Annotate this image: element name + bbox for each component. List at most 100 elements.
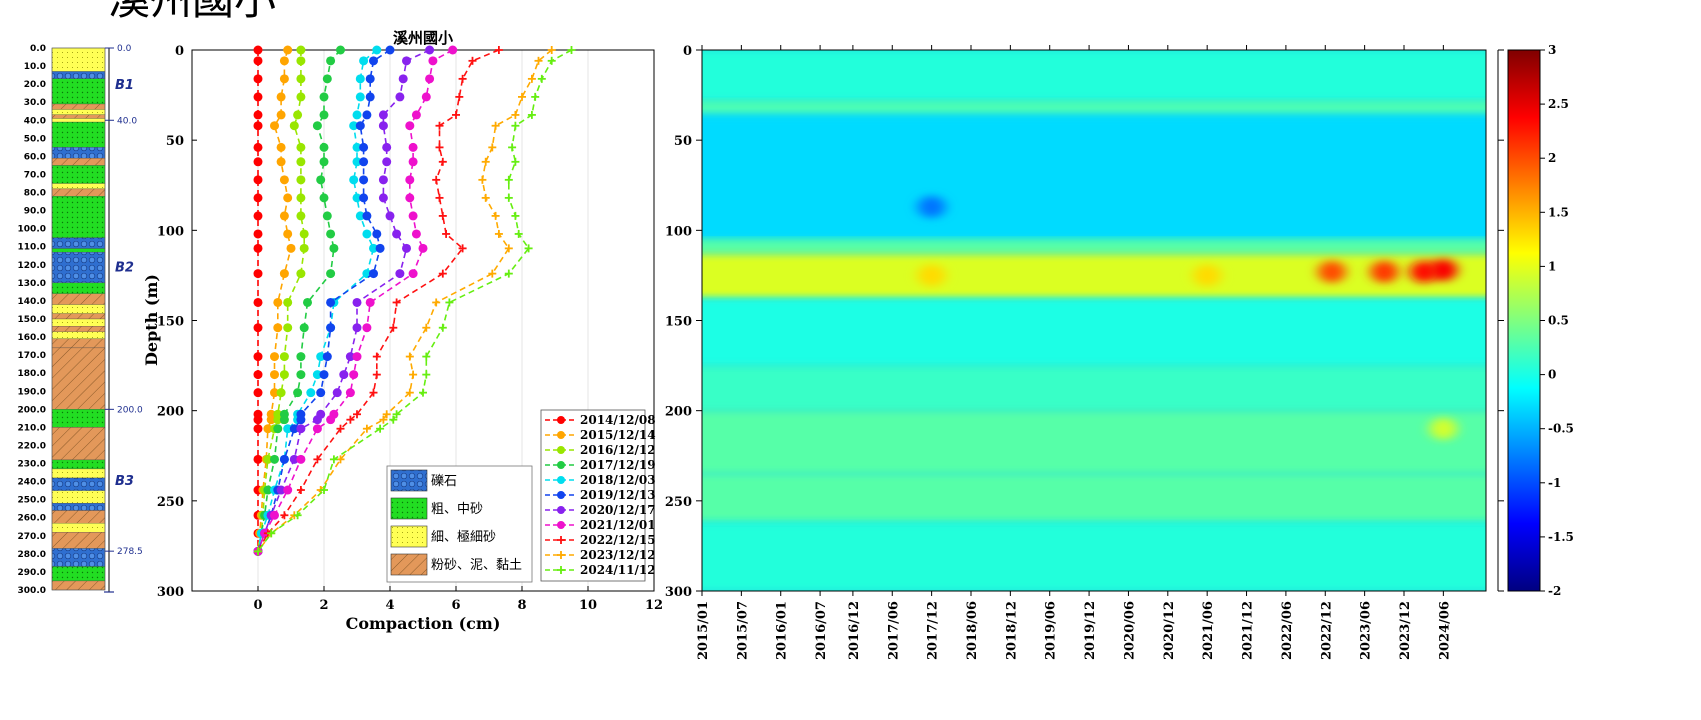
series-point	[352, 297, 362, 307]
series-point	[339, 370, 349, 380]
legend-label: 2018/12/03	[580, 473, 656, 487]
series-point	[296, 454, 306, 464]
strip-depth-tick-label: 90.0	[24, 207, 46, 217]
series-point	[405, 175, 415, 185]
series-point	[494, 46, 503, 54]
heatmap-x-tick-label: 2020/06	[1122, 601, 1137, 660]
series-point	[289, 424, 299, 434]
series-point	[369, 388, 378, 397]
series-point	[346, 415, 355, 424]
series-point	[478, 175, 487, 184]
series-point	[362, 424, 371, 433]
lithology-swatch-gravel	[390, 469, 428, 492]
series-point	[408, 269, 418, 279]
strip-depth-tick-label: 140.0	[18, 297, 46, 307]
series-point	[253, 229, 263, 239]
heatmap-y-tick-label: 0	[683, 44, 692, 59]
lithology-layer-coarse	[51, 282, 106, 294]
legend-marker	[557, 446, 565, 454]
series-point	[392, 229, 402, 239]
legend-item: 2018/12/03	[545, 473, 656, 487]
heatmap-y-tick-label: 250	[665, 495, 692, 510]
series-point	[418, 243, 428, 253]
series-point	[253, 388, 263, 398]
series-point	[279, 56, 289, 66]
series-point	[296, 175, 306, 185]
series-point	[409, 370, 418, 379]
legend-item: 2015/12/14	[545, 428, 656, 442]
lithology-layer-gravel	[51, 237, 106, 249]
legend-item: 2017/12/19	[545, 458, 656, 472]
series-point	[481, 157, 490, 166]
series-point	[369, 243, 378, 253]
series-point	[435, 193, 444, 202]
legend-label: 2017/12/19	[580, 458, 656, 472]
series-point	[279, 269, 289, 279]
heatmap-x-tick-label: 2017/12	[926, 601, 941, 660]
profile-x-tick-label: 10	[579, 598, 597, 613]
heatmap-depth-band	[702, 239, 1486, 254]
series-point	[270, 121, 279, 131]
series-point	[458, 74, 467, 83]
series-point	[279, 175, 289, 185]
series-point	[435, 121, 444, 130]
series-point	[319, 92, 329, 102]
strip-depth-tick-label: 230.0	[18, 460, 46, 470]
heatmap-depth-band	[702, 298, 1486, 366]
series-point	[402, 56, 411, 66]
lithology-layer-silt	[51, 532, 106, 549]
strip-depth-tick-label: 290.0	[18, 568, 46, 578]
series-point	[359, 175, 369, 185]
lithology-layer-silt	[51, 158, 106, 166]
series-point	[352, 157, 362, 167]
legend-item: 2014/12/08	[545, 413, 656, 427]
series-point	[267, 529, 276, 538]
series-point	[345, 388, 355, 398]
colorbar-tick-label: 0.5	[1548, 314, 1569, 328]
series-point	[389, 415, 398, 424]
series-point	[422, 352, 431, 361]
series-point	[372, 352, 381, 361]
boundary-depth-label: 0.0	[117, 44, 132, 54]
series-point	[253, 175, 263, 185]
series-point	[283, 485, 293, 495]
legend-marker	[557, 506, 565, 514]
colorbar-tick-label: 2	[1548, 151, 1556, 165]
series-point	[405, 193, 415, 203]
lithology-layer-gravel	[51, 147, 106, 159]
series-point	[296, 352, 306, 362]
colorbar-tick-label: 0	[1548, 368, 1556, 382]
heatmap-depth-band	[702, 473, 1486, 523]
series-point	[312, 370, 322, 380]
heatmap-x-tick-label: 2018/06	[965, 601, 980, 660]
series-point	[365, 92, 375, 102]
lithology-layer-coarse	[51, 248, 106, 253]
series-point	[273, 424, 283, 434]
series-point	[253, 352, 263, 362]
series-point	[355, 121, 365, 131]
series-point	[491, 121, 500, 130]
series-point	[319, 142, 329, 152]
profile-y-tick-label: 100	[157, 224, 184, 239]
heatmap-x-tick-label: 2016/07	[814, 601, 829, 660]
series-point	[253, 243, 263, 253]
heatmap-depth-band	[702, 410, 1486, 474]
legend-marker	[557, 476, 565, 484]
lithology-layer-gravel	[51, 548, 106, 567]
series-point	[322, 352, 332, 362]
series-point	[322, 211, 332, 221]
lithology-layer-silt	[51, 347, 106, 410]
lithology-swatch-fine	[390, 525, 428, 548]
strip-depth-tick-label: 60.0	[24, 152, 46, 162]
series-point	[438, 269, 447, 278]
series-point	[296, 415, 306, 425]
page-title: 溪州國小	[108, 0, 276, 27]
series-point	[362, 110, 372, 120]
heatmap-x-tick-label: 2019/06	[1044, 601, 1059, 660]
series-point	[547, 56, 556, 65]
series-point	[326, 269, 336, 279]
series-2021-12-01	[253, 45, 458, 556]
heatmap-x-tick-label: 2023/06	[1359, 601, 1374, 660]
legend-marker	[557, 491, 565, 499]
series-point	[511, 211, 520, 220]
